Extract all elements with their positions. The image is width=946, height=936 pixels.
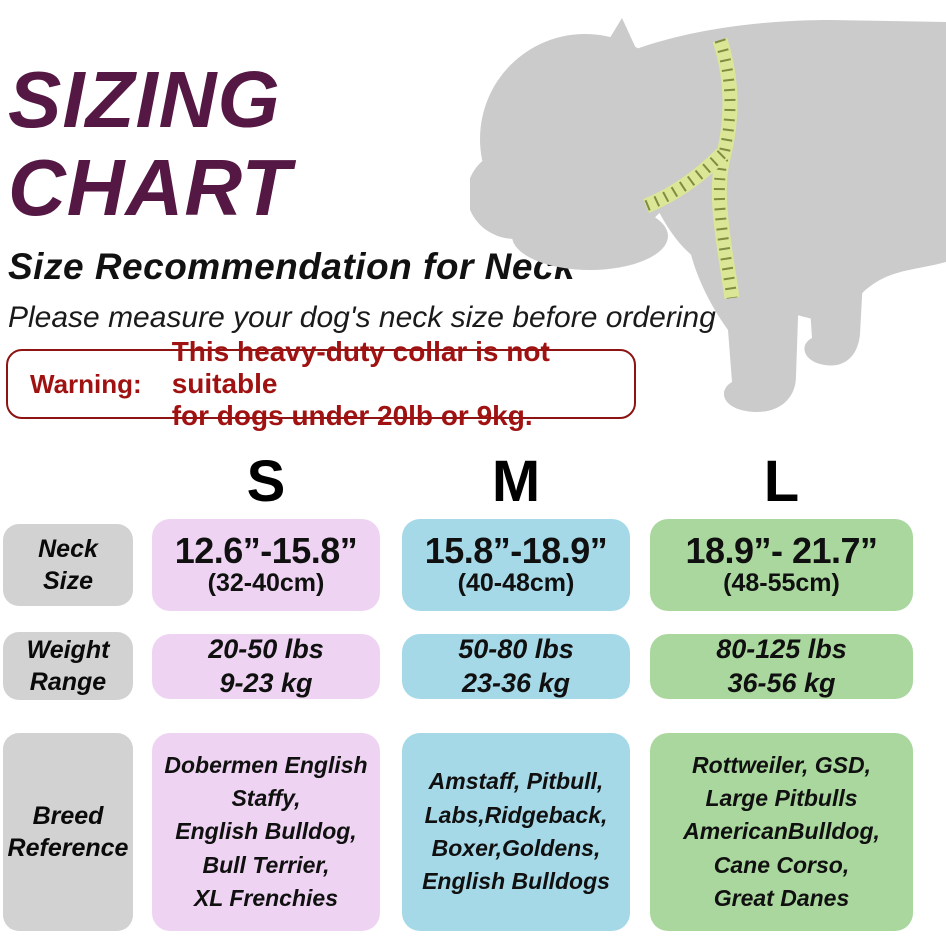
dog-silhouette-illustration — [470, 18, 946, 413]
neck-size-inches-m: 15.8”-18.9” — [424, 530, 608, 572]
neck-size-cm-l: (48-55cm) — [723, 569, 840, 598]
measure-note: Please measure your dog's neck size befo… — [8, 301, 716, 334]
page-title: SIZING CHART — [8, 56, 292, 232]
neck-size-cm-m: (40-48cm) — [457, 569, 575, 598]
neck-size-cm-s: (32-40cm) — [207, 569, 325, 598]
breed-reference-text-m: Amstaff, Pitbull, Labs,Ridgeback, Boxer,… — [422, 768, 610, 895]
weight-range-cell-l: 80-125 lbs 36-56 kg — [650, 634, 913, 699]
weight-range-text-m: 50-80 lbs 23-36 kg — [458, 633, 574, 698]
measuring-tape-icon — [643, 37, 740, 300]
breed-reference-cell-m: Amstaff, Pitbull, Labs,Ridgeback, Boxer,… — [402, 733, 630, 931]
weight-range-text-s: 20-50 lbs 9-23 kg — [208, 633, 324, 698]
neck-size-inches-s: 12.6”-15.8” — [174, 530, 358, 572]
breed-reference-cell-s: Dobermen English Staffy, English Bulldog… — [152, 733, 380, 931]
dog-body-silhouette — [470, 18, 946, 413]
neck-size-cell-s: 12.6”-15.8” (32-40cm) — [152, 519, 380, 611]
breed-reference-text-s: Dobermen English Staffy, English Bulldog… — [164, 751, 368, 912]
neck-size-cell-l: 18.9”- 21.7” (48-55cm) — [650, 519, 913, 611]
breed-reference-cell-l: Rottweiler, GSD, Large Pitbulls American… — [650, 733, 913, 931]
row-label-weight-range: Weight Range — [3, 632, 133, 700]
breed-reference-text-l: Rottweiler, GSD, Large Pitbulls American… — [683, 751, 880, 912]
weight-range-text-l: 80-125 lbs 36-56 kg — [716, 633, 847, 698]
warning-text: This heavy-duty collar is not suitable f… — [171, 336, 550, 431]
weight-range-cell-m: 50-80 lbs 23-36 kg — [402, 634, 630, 699]
page-title-line1: SIZING — [8, 55, 281, 144]
neck-size-cell-m: 15.8”-18.9” (40-48cm) — [402, 519, 630, 611]
weight-range-cell-s: 20-50 lbs 9-23 kg — [152, 634, 380, 699]
neck-size-inches-l: 18.9”- 21.7” — [685, 530, 878, 572]
warning-box: Warning: This heavy-duty collar is not s… — [6, 336, 636, 431]
subtitle: Size Recommendation for Neck — [8, 246, 576, 287]
row-label-neck-size: Neck Size — [3, 524, 133, 606]
column-header-size-l: L — [763, 448, 800, 514]
column-header-size-m: M — [491, 448, 541, 514]
warning-label: Warning: — [30, 368, 142, 399]
page-title-line2: CHART — [8, 143, 292, 232]
row-label-breed-reference: Breed Reference — [3, 733, 133, 931]
column-header-size-s: S — [246, 448, 286, 514]
